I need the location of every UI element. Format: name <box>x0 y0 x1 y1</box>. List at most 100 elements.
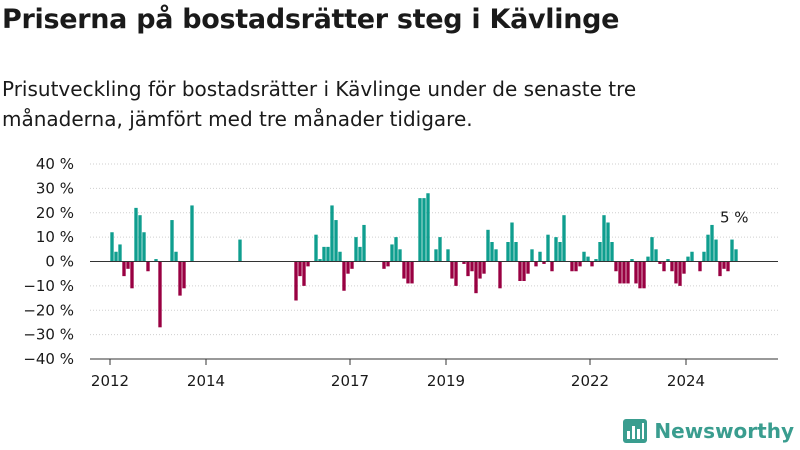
bar <box>674 261 678 284</box>
y-tick-label: 0 % <box>45 253 74 271</box>
bar <box>450 261 454 279</box>
bar <box>386 261 390 267</box>
x-tick-label: 2019 <box>427 372 465 390</box>
bar <box>434 249 438 262</box>
bar <box>482 261 486 274</box>
bar <box>582 251 586 262</box>
y-tick-label: −10 % <box>23 277 74 295</box>
bar <box>534 261 538 267</box>
bar <box>334 220 338 262</box>
y-tick-label: 20 % <box>36 204 74 222</box>
bar <box>318 259 322 262</box>
bar <box>406 261 410 284</box>
bar <box>298 261 302 277</box>
bar <box>342 261 346 291</box>
bar <box>602 215 606 262</box>
x-tick-label: 2014 <box>187 372 225 390</box>
bar <box>322 246 326 262</box>
bar <box>422 198 426 262</box>
x-tick-label: 2024 <box>667 372 705 390</box>
bar <box>314 234 318 262</box>
bar <box>302 261 306 286</box>
bar <box>662 261 666 272</box>
bar <box>514 242 518 262</box>
bar <box>730 239 734 262</box>
chart-title: Priserna på bostadsrätter steg i Kävling… <box>2 4 620 35</box>
bar <box>546 234 550 262</box>
bar <box>346 261 350 274</box>
bar <box>306 261 310 267</box>
bar <box>610 242 614 262</box>
bar <box>426 193 430 262</box>
x-tick-label: 2012 <box>91 372 129 390</box>
bar <box>686 256 690 262</box>
bar <box>382 261 386 269</box>
bar <box>130 261 134 289</box>
bar <box>590 261 594 267</box>
bar <box>678 261 682 286</box>
bar <box>338 251 342 262</box>
bar <box>154 259 158 262</box>
bar <box>178 261 182 296</box>
bar <box>526 261 530 274</box>
bar <box>354 237 358 262</box>
bar <box>550 261 554 272</box>
bar <box>698 261 702 272</box>
bar <box>666 259 670 262</box>
bar <box>494 249 498 262</box>
bar <box>606 222 610 262</box>
bar <box>158 261 162 328</box>
bar <box>530 249 534 262</box>
bar <box>734 249 738 262</box>
bar <box>622 261 626 284</box>
bar <box>118 244 122 262</box>
bar <box>358 246 362 262</box>
bar <box>114 251 118 262</box>
newsworthy-logo: Newsworthy <box>622 418 794 444</box>
bar <box>726 261 730 272</box>
bar <box>706 234 710 262</box>
bar <box>714 239 718 262</box>
bar <box>558 242 562 262</box>
bar <box>326 246 330 262</box>
bar <box>498 261 502 289</box>
bar <box>542 261 546 264</box>
chart-subtitle: Prisutveckling för bostadsrätter i Kävli… <box>2 77 637 131</box>
bar <box>410 261 414 284</box>
bar <box>190 205 194 262</box>
bar <box>478 261 482 279</box>
bar <box>146 261 150 272</box>
bar <box>638 261 642 289</box>
bar <box>398 249 402 262</box>
bar <box>506 242 510 262</box>
bar <box>630 259 634 262</box>
y-tick-label: 10 % <box>36 228 74 246</box>
y-tick-label: −40 % <box>23 350 74 368</box>
bar <box>238 239 242 262</box>
y-tick-label: 40 % <box>36 155 74 173</box>
bar <box>454 261 458 286</box>
y-tick-label: −20 % <box>23 301 74 319</box>
bar <box>350 261 354 269</box>
bar <box>658 261 662 264</box>
bar <box>562 215 566 262</box>
bar <box>670 261 674 272</box>
bar <box>578 261 582 267</box>
bar <box>446 249 450 262</box>
bar <box>110 232 114 262</box>
y-tick-label: 30 % <box>36 179 74 197</box>
bar <box>142 232 146 262</box>
bar <box>390 244 394 262</box>
bar <box>174 251 178 262</box>
bar <box>594 259 598 262</box>
bar <box>682 261 686 274</box>
bar <box>486 229 490 262</box>
y-tick-label: −30 % <box>23 326 74 344</box>
bar <box>626 261 630 284</box>
bar <box>634 261 638 284</box>
bar <box>574 261 578 272</box>
bar <box>538 251 542 262</box>
bar <box>466 261 470 277</box>
bar <box>654 249 658 262</box>
